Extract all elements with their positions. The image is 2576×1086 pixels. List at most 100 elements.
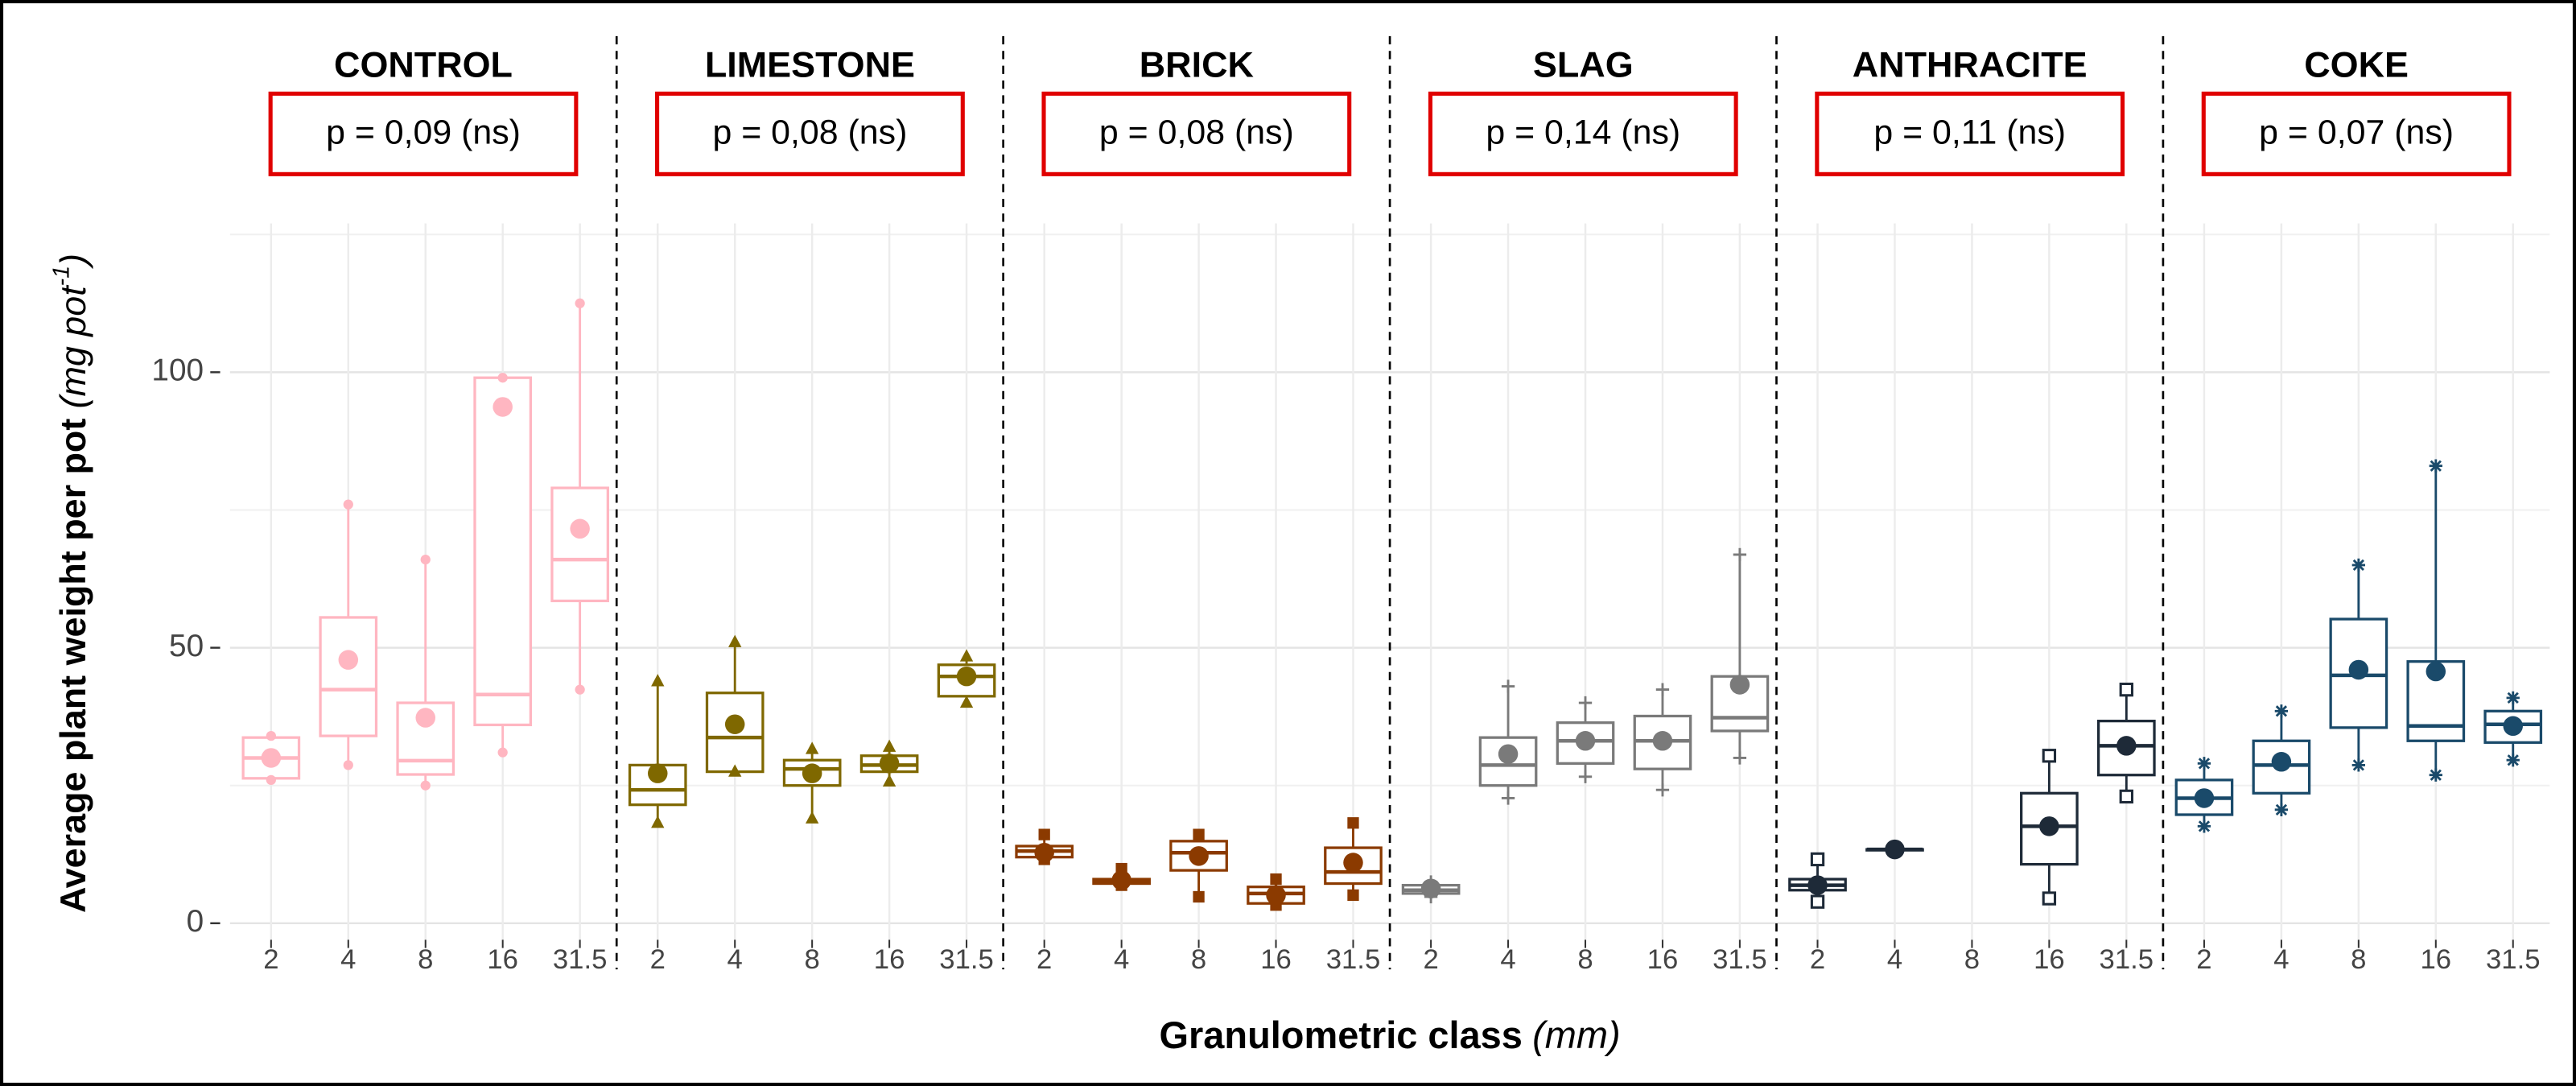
point: [266, 774, 276, 785]
p-value: p = 0,09 (ns): [326, 114, 521, 152]
mean: [1885, 839, 1905, 860]
x-tick-label: 4: [1114, 944, 1129, 975]
point: [651, 816, 665, 828]
mean: [1111, 870, 1131, 890]
point: [1810, 852, 1825, 867]
p-value: p = 0,08 (ns): [1099, 114, 1294, 152]
x-tick-label: 2: [1037, 944, 1052, 975]
y-axis-title-exp: -1: [48, 266, 74, 286]
point: [959, 695, 974, 708]
point: [1733, 751, 1747, 765]
p-value-box: [1041, 91, 1352, 176]
x-tick-label: 31.5: [1326, 944, 1381, 975]
x-tick-label: 31.5: [2100, 944, 2154, 975]
mean: [2426, 661, 2446, 682]
point: [575, 684, 585, 695]
point: [1733, 547, 1747, 562]
x-tick-label: 31.5: [553, 944, 608, 975]
point: [2119, 789, 2133, 804]
mean: [724, 714, 745, 734]
point: [497, 373, 508, 383]
point: [266, 730, 276, 741]
point: [2274, 704, 2289, 718]
box: [550, 486, 609, 603]
mean: [2194, 788, 2215, 808]
point: [1270, 873, 1282, 886]
x-axis-title-unit: (mm): [1532, 1014, 1620, 1056]
mean: [1189, 846, 1209, 866]
mean: [1652, 731, 1673, 751]
point: [2274, 803, 2289, 816]
point: [420, 780, 431, 791]
point: [1501, 679, 1515, 693]
p-value-box: [1815, 91, 2125, 176]
point: [1347, 817, 1359, 829]
point: [2119, 682, 2133, 697]
mean: [2271, 752, 2292, 772]
point: [2197, 757, 2211, 770]
point: [2042, 749, 2057, 763]
p-value-box: [2201, 91, 2512, 176]
mean: [1807, 875, 1828, 895]
p-value-box: [268, 91, 579, 176]
mean: [1034, 842, 1054, 863]
point: [1193, 890, 1205, 903]
box: [319, 616, 378, 737]
point: [2429, 459, 2442, 473]
point: [1655, 783, 1670, 797]
x-tick-label: 31.5: [1713, 944, 1767, 975]
p-value: p = 0,08 (ns): [713, 114, 908, 152]
facet-title: LIMESTONE: [705, 44, 915, 85]
y-axis-title-unit: (mg pot: [52, 284, 93, 409]
point: [2351, 758, 2366, 772]
p-value-box: [655, 91, 965, 176]
point: [2506, 754, 2520, 767]
point: [651, 674, 665, 687]
mean: [261, 748, 282, 768]
x-tick-label: 8: [1191, 944, 1206, 975]
x-tick-label: 8: [418, 944, 433, 975]
mean: [648, 763, 668, 783]
x-tick-label: 31.5: [939, 944, 994, 975]
point: [343, 760, 353, 770]
mean: [1575, 731, 1596, 751]
point: [1347, 889, 1359, 902]
mean: [1498, 744, 1519, 764]
mean: [2503, 716, 2523, 737]
mean: [1343, 853, 1363, 873]
box: [705, 692, 765, 774]
point: [343, 499, 353, 510]
point: [1810, 894, 1825, 909]
point: [959, 649, 974, 662]
x-axis-title-main: Granulometric class: [1160, 1014, 1523, 1056]
point: [728, 634, 742, 647]
p-value: p = 0,11 (ns): [1873, 114, 2066, 152]
x-axis-title: Granulometric class (mm): [1160, 1014, 1621, 1056]
x-tick-label: 2: [1423, 944, 1438, 975]
x-tick-label: 8: [1577, 944, 1593, 975]
mean: [802, 763, 822, 783]
mean: [1266, 885, 1286, 906]
mean: [570, 518, 590, 539]
mean: [338, 650, 359, 670]
point: [2429, 768, 2442, 782]
mean: [493, 397, 513, 417]
x-tick-label: 8: [1964, 944, 1980, 975]
point: [805, 741, 819, 754]
point: [1038, 828, 1050, 840]
x-tick-label: 4: [340, 944, 356, 975]
x-tick-label: 2: [650, 944, 666, 975]
point: [1655, 683, 1670, 696]
point: [1193, 828, 1205, 840]
x-tick-label: 2: [2196, 944, 2211, 975]
facet-title: CONTROL: [334, 44, 513, 85]
point: [882, 739, 896, 752]
x-tick-label: 4: [1500, 944, 1515, 975]
facet-title: BRICK: [1140, 44, 1254, 85]
mean: [879, 754, 900, 774]
point: [728, 764, 742, 777]
facet-title: SLAG: [1533, 44, 1634, 85]
y-tick-label: 0: [187, 904, 204, 939]
